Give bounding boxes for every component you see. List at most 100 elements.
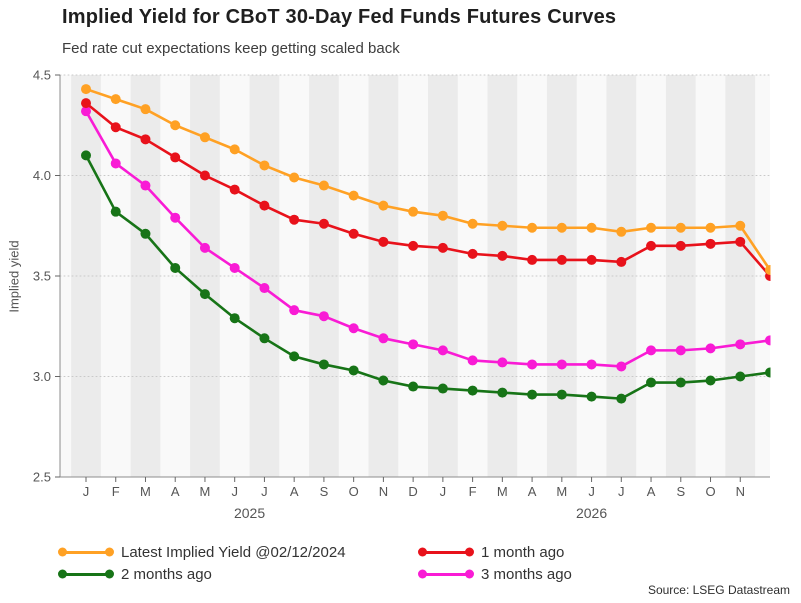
y-tick-label: 4.0 xyxy=(33,168,51,183)
x-tick-label: F xyxy=(469,484,477,499)
data-point-0-18 xyxy=(616,226,627,237)
legend-item-latest-implied-yield: Latest Implied Yield @02/12/2024 xyxy=(60,544,420,561)
data-point-3-1 xyxy=(110,158,121,169)
x-tick-label: J xyxy=(618,484,625,499)
data-point-2-7 xyxy=(289,351,300,362)
data-point-3-11 xyxy=(408,339,419,350)
x-tick-label: A xyxy=(171,484,180,499)
legend-label-3-months: 3 months ago xyxy=(481,565,572,583)
data-point-1-8 xyxy=(318,218,329,229)
data-point-2-12 xyxy=(437,383,448,394)
data-point-0-14 xyxy=(497,220,508,231)
data-point-3-8 xyxy=(318,311,329,322)
data-point-3-20 xyxy=(675,345,686,356)
data-point-0-11 xyxy=(408,206,419,217)
data-point-2-10 xyxy=(378,375,389,386)
data-point-1-0 xyxy=(81,98,91,109)
data-point-2-8 xyxy=(318,359,329,370)
data-point-0-17 xyxy=(586,222,597,233)
data-point-0-0 xyxy=(81,84,91,95)
data-point-2-6 xyxy=(259,333,270,344)
x-tick-label: N xyxy=(736,484,745,499)
x-tick-label: S xyxy=(320,484,329,499)
legend: Latest Implied Yield @02/12/2024 1 month… xyxy=(60,541,760,585)
data-point-2-22 xyxy=(735,371,746,382)
data-point-3-3 xyxy=(170,212,181,223)
data-point-3-0 xyxy=(81,106,91,117)
data-point-1-16 xyxy=(556,254,567,265)
data-point-0-21 xyxy=(705,222,716,233)
data-point-3-12 xyxy=(437,345,448,356)
data-point-3-10 xyxy=(378,333,389,344)
data-point-2-0 xyxy=(81,150,91,161)
x-tick-label: F xyxy=(112,484,120,499)
data-point-0-9 xyxy=(348,190,359,201)
data-point-2-23 xyxy=(765,367,771,378)
data-point-1-2 xyxy=(140,134,151,145)
legend-item-1-month-ago: 1 month ago xyxy=(420,544,564,561)
data-point-0-19 xyxy=(646,222,657,233)
data-point-2-16 xyxy=(556,389,567,400)
x-tick-label: A xyxy=(528,484,537,499)
legend-marker-3-months-icon xyxy=(420,572,472,576)
x-tick-label: J xyxy=(588,484,595,499)
data-point-3-19 xyxy=(646,345,657,356)
legend-marker-1-month-icon xyxy=(420,550,472,554)
x-tick-label: J xyxy=(440,484,447,499)
data-point-1-18 xyxy=(616,256,627,267)
data-point-2-5 xyxy=(229,313,240,324)
data-point-1-22 xyxy=(735,236,746,247)
data-point-3-13 xyxy=(467,355,478,366)
legend-marker-latest-icon xyxy=(60,550,112,554)
x-tick-label: J xyxy=(231,484,238,499)
data-point-0-6 xyxy=(259,160,270,171)
data-point-2-4 xyxy=(199,289,210,300)
legend-label-latest: Latest Implied Yield @02/12/2024 xyxy=(121,543,346,561)
y-tick-label: 3.0 xyxy=(33,369,51,384)
data-point-1-14 xyxy=(497,250,508,261)
source-note: Source: LSEG Datastream xyxy=(647,583,790,597)
data-point-3-4 xyxy=(199,242,210,253)
x-tick-label: M xyxy=(497,484,508,499)
y-tick-label: 2.5 xyxy=(33,470,51,485)
x-tick-label: J xyxy=(261,484,268,499)
legend-item-3-months-ago: 3 months ago xyxy=(420,566,572,583)
data-point-1-15 xyxy=(527,254,538,265)
x-tick-label: M xyxy=(200,484,211,499)
legend-row-2: 2 months ago 3 months ago xyxy=(60,563,760,585)
legend-marker-2-months-icon xyxy=(60,572,112,576)
data-point-3-23 xyxy=(765,335,771,346)
data-point-0-12 xyxy=(437,210,448,221)
data-point-2-2 xyxy=(140,228,151,239)
data-point-1-21 xyxy=(705,238,716,249)
data-point-1-10 xyxy=(378,236,389,247)
data-point-1-1 xyxy=(110,122,121,133)
data-point-1-19 xyxy=(646,240,657,251)
data-point-3-21 xyxy=(705,343,716,354)
x-tick-label: M xyxy=(556,484,567,499)
data-point-0-7 xyxy=(289,172,300,183)
y-tick-label: 4.5 xyxy=(33,68,51,83)
x-tick-label: N xyxy=(379,484,388,499)
chart-title: Implied Yield for CBoT 30-Day Fed Funds … xyxy=(62,6,617,28)
data-point-2-3 xyxy=(170,262,181,273)
x-tick-label: S xyxy=(676,484,685,499)
x-tick-label: O xyxy=(705,484,715,499)
data-point-2-18 xyxy=(616,393,627,404)
data-point-1-17 xyxy=(586,254,597,265)
data-point-0-3 xyxy=(170,120,181,131)
legend-label-1-month: 1 month ago xyxy=(481,543,565,561)
data-point-1-13 xyxy=(467,248,478,259)
year-label: 2026 xyxy=(576,505,607,521)
legend-label-2-months: 2 months ago xyxy=(121,565,212,583)
data-point-2-13 xyxy=(467,385,478,396)
data-point-2-15 xyxy=(527,389,538,400)
chart-subtitle: Fed rate cut expectations keep getting s… xyxy=(62,40,400,57)
data-point-3-14 xyxy=(497,357,508,368)
data-point-0-1 xyxy=(110,94,121,105)
data-point-1-6 xyxy=(259,200,270,211)
data-point-0-15 xyxy=(527,222,538,233)
data-point-1-20 xyxy=(675,240,686,251)
